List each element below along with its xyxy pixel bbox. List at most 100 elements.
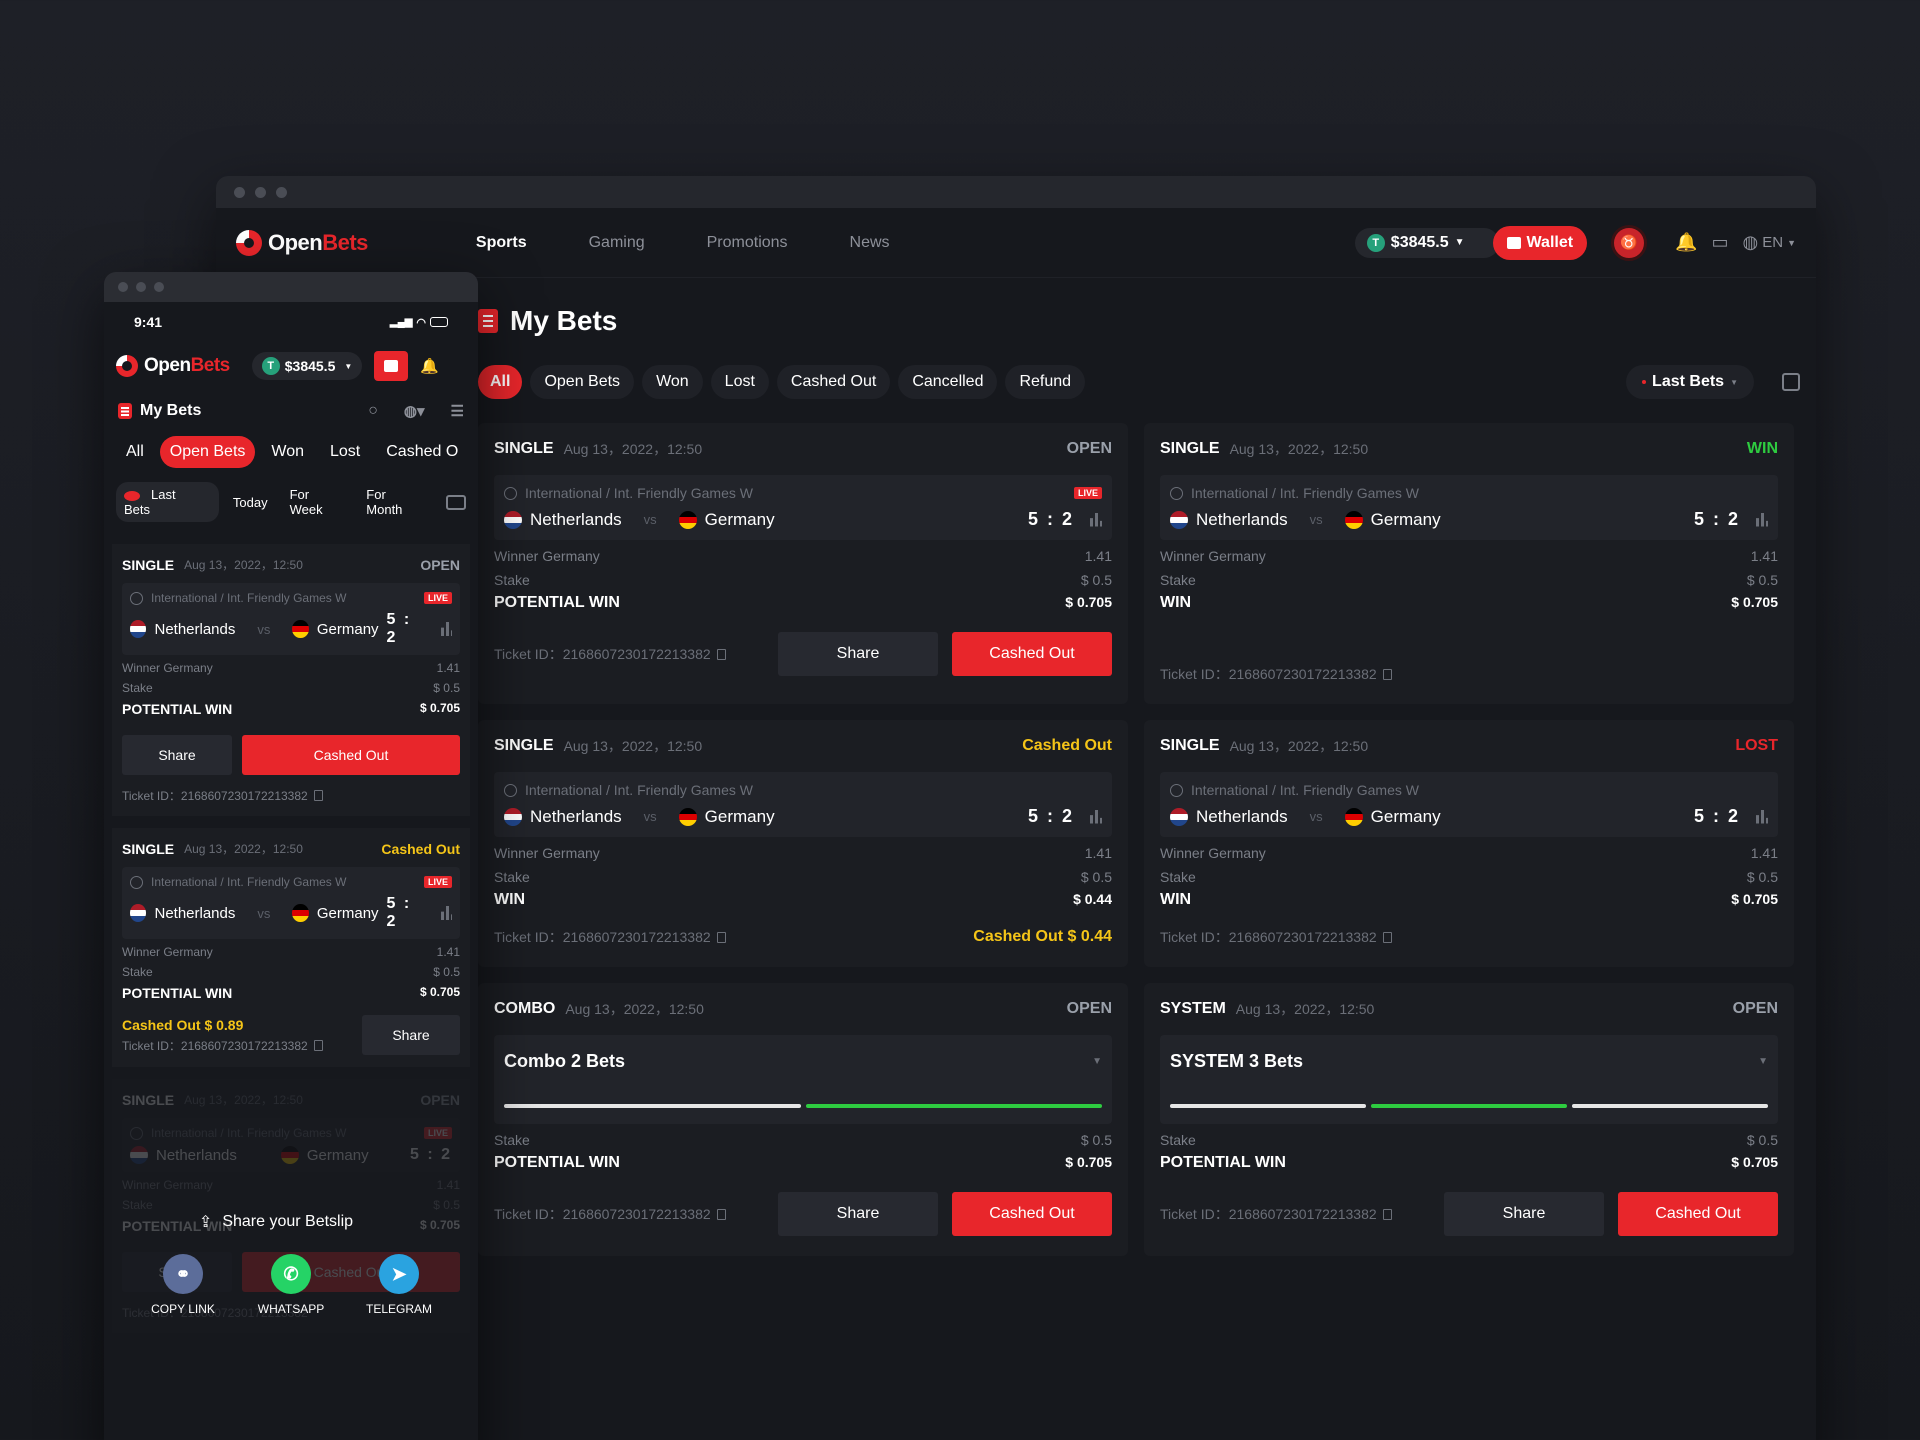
period-today[interactable]: Today <box>232 494 268 510</box>
window-dot[interactable] <box>136 282 146 292</box>
top-nav: Open Bets Sports Gaming Promotions News T… <box>216 208 1816 278</box>
nav-gaming[interactable]: Gaming <box>588 233 645 251</box>
bet-type: SINGLE <box>1160 737 1220 754</box>
bet-card-footer: Ticket ID：2168607230172213382 Share Cash… <box>494 632 1112 676</box>
filter-won[interactable]: Won <box>642 365 703 399</box>
menu-icon[interactable]: ☰ <box>450 403 464 420</box>
bets-grid: SINGLE Aug 13，2022，12:50 OPEN Internatio… <box>478 423 1800 1256</box>
win-label: POTENTIAL WIN <box>122 985 233 1001</box>
filter-all[interactable]: All <box>478 365 523 399</box>
filter-refund[interactable]: Refund <box>1005 365 1086 399</box>
filter-won[interactable]: Won <box>271 443 304 460</box>
nav-promotions[interactable]: Promotions <box>706 233 788 251</box>
home-team: Netherlands <box>154 904 236 922</box>
copy-icon[interactable] <box>716 648 726 660</box>
copy-icon[interactable] <box>716 1208 726 1220</box>
openbets-logo[interactable]: Open Bets <box>116 355 230 377</box>
filter-open-bets[interactable]: Open Bets <box>530 365 635 399</box>
ticket-id: Ticket ID：2168607230172213382 <box>494 927 726 947</box>
away-team: Germany <box>316 904 379 922</box>
share-button[interactable]: Share <box>1444 1192 1604 1236</box>
filter-lost[interactable]: Lost <box>710 365 769 399</box>
share-title: Share your Betslip <box>222 1213 354 1230</box>
chat-icon[interactable]: ▭ <box>1711 232 1729 252</box>
stake-row: Stake $ 0.5 <box>122 681 460 695</box>
share-button[interactable]: Share <box>778 1192 938 1236</box>
league-name: International / Int. Friendly Games W <box>1191 782 1419 798</box>
filter-cancelled[interactable]: Cancelled <box>898 365 998 399</box>
filter-lost[interactable]: Lost <box>330 443 361 460</box>
copy-icon[interactable] <box>1382 668 1392 680</box>
stake-value: $ 0.5 <box>433 681 460 695</box>
window-dot[interactable] <box>255 186 266 198</box>
win-row: POTENTIAL WIN $ 0.705 <box>1160 1154 1778 1172</box>
chevron-down-icon[interactable]: ▼ <box>1758 1056 1768 1067</box>
window-dot[interactable] <box>234 186 245 198</box>
win-row: POTENTIAL WIN $ 0.705 <box>494 594 1112 612</box>
cash-out-button[interactable]: Cashed Out <box>952 1192 1112 1236</box>
cash-out-button[interactable]: Cashed Out <box>1618 1192 1778 1236</box>
combo-box[interactable]: Combo 2 Bets ▼ <box>494 1035 1112 1124</box>
share-copy-link[interactable]: ⚭ COPY LINK <box>148 1254 218 1316</box>
nav-sports[interactable]: Sports <box>475 233 527 251</box>
bet-card-footer: Ticket ID：2168607230172213382 <box>1160 664 1778 684</box>
window-dot[interactable] <box>276 186 287 198</box>
search-icon[interactable]: ○ <box>368 402 378 419</box>
openbets-logo[interactable]: Open Bets <box>236 229 368 256</box>
match-box[interactable]: International / Int. Friendly Games W LIV… <box>122 867 460 939</box>
wallet-button[interactable] <box>374 351 409 381</box>
filter-open-bets[interactable]: Open Bets <box>159 436 256 468</box>
match-box[interactable]: International / Int. Friendly Games W Ne… <box>494 772 1112 837</box>
language-selector[interactable]: ◍ EN ▼ <box>1743 232 1796 253</box>
calendar-icon[interactable] <box>1782 373 1800 391</box>
nav-news[interactable]: News <box>849 233 890 251</box>
wallet-button[interactable]: Wallet <box>1492 225 1588 260</box>
copy-icon[interactable] <box>716 931 726 943</box>
share-button[interactable]: Share <box>122 735 232 775</box>
chevron-down-icon[interactable]: ▼ <box>1092 1056 1102 1067</box>
match-box[interactable]: International / Int. Friendly Games W Ne… <box>1160 475 1778 540</box>
bell-icon[interactable]: 🔔 <box>1675 232 1698 252</box>
period-week[interactable]: For Week <box>289 487 323 517</box>
nav-right: T $3845.5 ▼ Wallet ♉ 🔔 ▭ ◍ EN ▼ <box>1354 224 1796 261</box>
balance-selector[interactable]: T $3845.5 ▼ <box>251 352 363 380</box>
share-telegram[interactable]: ➤ TELEGRAM <box>364 1254 434 1316</box>
filter-all[interactable]: All <box>126 443 144 460</box>
stats-icon[interactable] <box>1090 512 1102 527</box>
share-button[interactable]: Share <box>778 632 938 676</box>
stake-value: $ 0.5 <box>1080 572 1112 588</box>
share-button[interactable]: Share <box>362 1015 460 1055</box>
window-dot[interactable] <box>154 282 164 292</box>
cash-out-button[interactable]: Cashed Out <box>242 735 460 775</box>
period-month[interactable]: For Month <box>366 487 403 517</box>
avatar[interactable]: ♉ <box>1611 224 1648 261</box>
stats-icon[interactable] <box>441 622 452 636</box>
period-last-bets[interactable]: Last Bets <box>116 482 219 522</box>
dot-icon <box>124 490 140 501</box>
stats-icon[interactable] <box>1090 809 1102 824</box>
match-box[interactable]: International / Int. Friendly Games W LIV… <box>122 583 460 655</box>
window-dot[interactable] <box>118 282 128 292</box>
filter-cashed-out[interactable]: Cashed Out <box>776 365 891 399</box>
match-box[interactable]: International / Int. Friendly Games W Ne… <box>1160 772 1778 837</box>
copy-icon[interactable] <box>313 790 323 801</box>
cash-out-button[interactable]: Cashed Out <box>952 632 1112 676</box>
balance-selector[interactable]: T $3845.5 ▼ <box>1354 227 1499 258</box>
copy-icon[interactable] <box>313 1039 323 1051</box>
bell-icon[interactable]: 🔔 <box>420 358 439 375</box>
system-box[interactable]: SYSTEM 3 Bets ▼ <box>1160 1035 1778 1124</box>
copy-icon[interactable] <box>1382 1208 1392 1220</box>
range-dropdown[interactable]: Last Bets ▼ <box>1626 365 1754 399</box>
filter-cashed-out[interactable]: Cashed O <box>386 443 459 460</box>
copy-icon[interactable] <box>1382 931 1392 943</box>
stats-icon[interactable] <box>1756 809 1768 824</box>
sport-filter-icon[interactable]: ◍▾ <box>403 403 425 420</box>
match-box[interactable]: International / Int. Friendly Games W LIV… <box>494 475 1112 540</box>
live-badge: LIVE <box>1073 487 1102 499</box>
vs-label: vs <box>1309 809 1323 824</box>
stats-icon[interactable] <box>441 906 452 920</box>
status-badge: Cashed Out <box>1022 737 1112 754</box>
share-whatsapp[interactable]: ✆ WHATSAPP <box>256 1254 326 1316</box>
stats-icon[interactable] <box>1756 512 1768 527</box>
calendar-icon[interactable] <box>446 494 466 510</box>
